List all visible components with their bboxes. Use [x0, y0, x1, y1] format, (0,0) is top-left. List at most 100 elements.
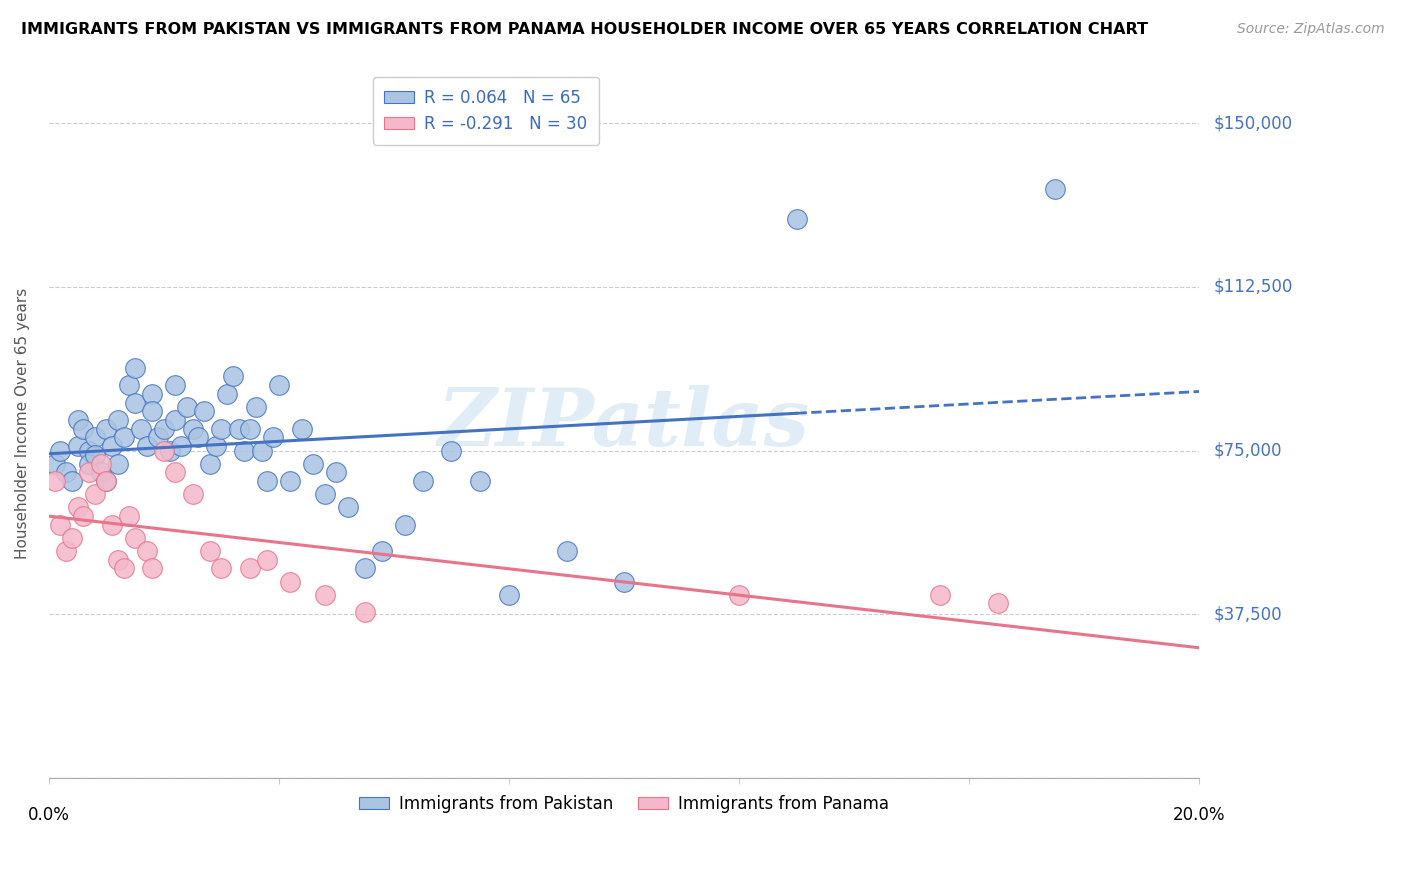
Point [728, 588, 751, 602]
Point [929, 588, 952, 602]
Point [89, 466, 111, 480]
Point [245, 400, 267, 414]
Point [198, 544, 221, 558]
Point [217, 386, 239, 401]
Point [112, 561, 135, 575]
Point [165, 413, 187, 427]
Point [165, 378, 187, 392]
Point [371, 544, 394, 558]
Point [181, 422, 204, 436]
Point [187, 430, 209, 444]
Point [77, 443, 100, 458]
Point [135, 544, 157, 558]
Point [159, 443, 181, 458]
Point [256, 474, 278, 488]
Point [291, 422, 314, 436]
Point [302, 457, 325, 471]
Text: $150,000: $150,000 [1213, 114, 1292, 132]
Point [55, 466, 77, 480]
Point [60, 474, 83, 488]
Point [314, 588, 336, 602]
Point [412, 474, 434, 488]
Point [314, 487, 336, 501]
Point [60, 531, 83, 545]
Text: 20.0%: 20.0% [1173, 806, 1226, 824]
Point [170, 439, 193, 453]
Point [124, 395, 146, 409]
Point [987, 596, 1010, 610]
Point [55, 544, 77, 558]
Text: ZIPatlas: ZIPatlas [439, 384, 810, 462]
Point [107, 457, 129, 471]
Point [118, 509, 141, 524]
Point [96, 474, 118, 488]
Point [498, 588, 520, 602]
Point [354, 605, 377, 619]
Point [141, 404, 163, 418]
Point [153, 422, 176, 436]
Point [83, 448, 105, 462]
Point [153, 443, 176, 458]
Point [83, 430, 105, 444]
Legend: Immigrants from Pakistan, Immigrants from Panama: Immigrants from Pakistan, Immigrants fro… [353, 788, 896, 820]
Point [107, 552, 129, 566]
Point [239, 422, 262, 436]
Point [193, 404, 215, 418]
Point [1045, 181, 1067, 195]
Point [267, 378, 290, 392]
Point [124, 360, 146, 375]
Y-axis label: Householder Income Over 65 years: Householder Income Over 65 years [15, 287, 30, 559]
Point [141, 561, 163, 575]
Point [89, 457, 111, 471]
Point [49, 517, 72, 532]
Point [336, 500, 359, 515]
Point [77, 457, 100, 471]
Point [146, 430, 169, 444]
Text: $75,000: $75,000 [1213, 442, 1282, 459]
Text: 0.0%: 0.0% [28, 806, 70, 824]
Point [112, 430, 135, 444]
Point [124, 531, 146, 545]
Text: $112,500: $112,500 [1213, 277, 1292, 296]
Point [141, 386, 163, 401]
Point [96, 422, 118, 436]
Point [118, 378, 141, 392]
Point [66, 413, 89, 427]
Point [101, 439, 124, 453]
Point [135, 439, 157, 453]
Text: $37,500: $37,500 [1213, 606, 1282, 624]
Point [613, 574, 636, 589]
Point [209, 422, 232, 436]
Point [280, 574, 302, 589]
Point [280, 474, 302, 488]
Point [101, 517, 124, 532]
Point [262, 430, 284, 444]
Point [470, 474, 492, 488]
Point [165, 466, 187, 480]
Text: IMMIGRANTS FROM PAKISTAN VS IMMIGRANTS FROM PANAMA HOUSEHOLDER INCOME OVER 65 YE: IMMIGRANTS FROM PAKISTAN VS IMMIGRANTS F… [21, 22, 1149, 37]
Point [72, 509, 94, 524]
Point [176, 400, 198, 414]
Point [44, 457, 66, 471]
Point [66, 439, 89, 453]
Point [786, 212, 808, 227]
Point [49, 443, 72, 458]
Point [77, 466, 100, 480]
Point [107, 413, 129, 427]
Point [250, 443, 273, 458]
Text: Source: ZipAtlas.com: Source: ZipAtlas.com [1237, 22, 1385, 37]
Point [209, 561, 232, 575]
Point [394, 517, 416, 532]
Point [239, 561, 262, 575]
Point [181, 487, 204, 501]
Point [66, 500, 89, 515]
Point [555, 544, 578, 558]
Point [354, 561, 377, 575]
Point [72, 422, 94, 436]
Point [222, 369, 245, 384]
Point [256, 552, 278, 566]
Point [233, 443, 256, 458]
Point [44, 474, 66, 488]
Point [129, 422, 152, 436]
Point [204, 439, 226, 453]
